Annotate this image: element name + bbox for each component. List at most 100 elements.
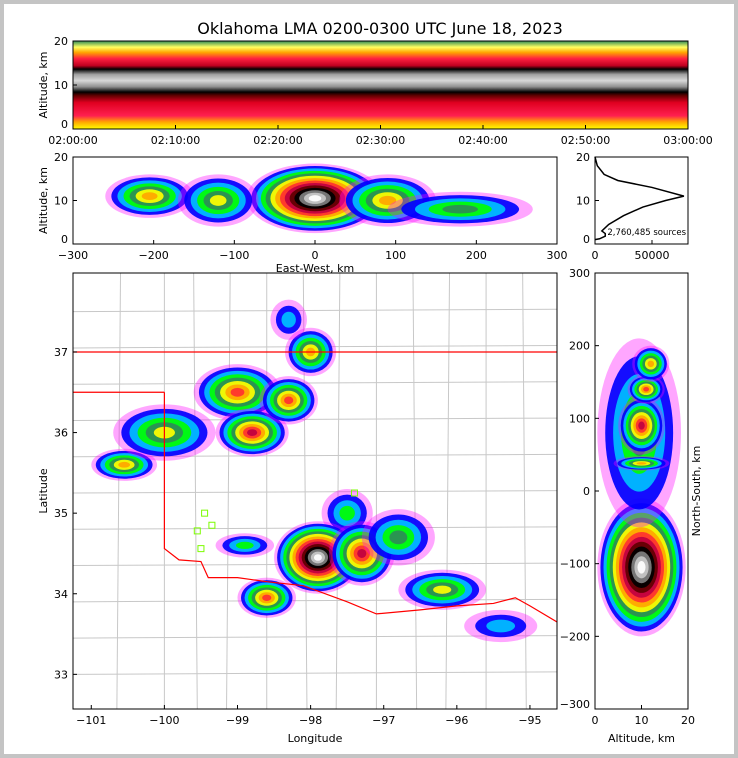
lma-station-marker: [201, 509, 209, 517]
county-line: [73, 671, 557, 675]
lma-station-marker: [193, 527, 201, 535]
county-line: [116, 273, 122, 709]
y-tick-label: 0: [61, 233, 68, 246]
x-tick-label: 300: [547, 249, 568, 262]
density-contour: [442, 204, 479, 214]
figure-canvas: Oklahoma LMA 0200-0300 UTC June 18, 2023…: [37, 19, 713, 745]
y-tick-label: −100: [560, 558, 590, 571]
county-borders: [73, 273, 557, 709]
y-tick-label: 100: [569, 412, 590, 425]
y-tick-label: 10: [54, 79, 68, 92]
density-contour: [389, 530, 408, 545]
x-tick-label: −99: [226, 714, 249, 727]
y-tick-label: −300: [560, 698, 590, 711]
x-tick-label: −96: [445, 714, 468, 727]
x-tick-label: −98: [299, 714, 322, 727]
y-tick-label: 37: [54, 346, 68, 359]
x-tick-label: −100: [219, 249, 249, 262]
county-line: [193, 273, 198, 709]
x-tick-label: −95: [518, 714, 541, 727]
density-contour: [308, 195, 322, 202]
y-axis-label: Altitude, km: [37, 51, 50, 118]
density-contour: [247, 429, 258, 436]
x-axis-label: East-West, km: [276, 262, 354, 275]
density-contour: [339, 505, 355, 521]
x-tick-label: 03:00:00: [663, 134, 712, 147]
county-line: [73, 635, 557, 639]
county-line: [73, 598, 557, 603]
county-line: [73, 381, 557, 385]
density-contour: [284, 396, 294, 405]
density-contour: [313, 554, 322, 561]
red-river-border: [163, 392, 557, 623]
x-tick-label: 10: [635, 714, 649, 727]
x-axis-label: Altitude, km: [608, 732, 675, 745]
y-axis-label: North-South, km: [690, 446, 703, 537]
y-tick-label: 300: [569, 267, 590, 280]
density-contour: [486, 619, 516, 633]
x-tick-label: 200: [466, 249, 487, 262]
y-tick-label: 20: [54, 35, 68, 48]
y-tick-label: 36: [54, 427, 68, 440]
lma-station-marker: [197, 545, 205, 553]
density-contour: [637, 561, 646, 574]
density-contour: [141, 192, 158, 201]
figure-title: Oklahoma LMA 0200-0300 UTC June 18, 2023: [197, 19, 563, 38]
density-contour: [647, 360, 655, 368]
y-tick-label: 20: [576, 151, 590, 164]
x-tick-label: 02:40:00: [458, 134, 507, 147]
density-contour: [230, 387, 245, 397]
x-tick-label: 100: [385, 249, 406, 262]
x-tick-label: 0: [592, 249, 599, 262]
altitude-density-band: [73, 41, 688, 129]
source-count-annotation: 2,760,485 sources: [607, 228, 686, 238]
x-axis-label: Longitude: [288, 732, 343, 745]
state-borders: [73, 351, 557, 623]
density-contour: [357, 548, 367, 558]
y-tick-label: 35: [54, 507, 68, 520]
density-contour: [638, 421, 645, 430]
density-layer: [597, 338, 686, 637]
x-tick-label: −100: [149, 714, 179, 727]
x-tick-label: 02:10:00: [151, 134, 200, 147]
y-axis-label: Altitude, km: [37, 167, 50, 234]
y-tick-label: −200: [560, 630, 590, 643]
density-layer: [91, 299, 538, 643]
x-tick-label: 20: [681, 714, 695, 727]
density-contour: [433, 585, 452, 594]
density-contour: [281, 311, 296, 328]
y-tick-label: 10: [576, 195, 590, 208]
y-tick-label: 200: [569, 340, 590, 353]
y-tick-label: 20: [54, 151, 68, 164]
y-axis-label: Latitude: [37, 468, 50, 514]
x-tick-label: 02:50:00: [561, 134, 610, 147]
density-layer: [105, 163, 533, 234]
axes-frame: [72, 272, 558, 710]
x-tick-label: −101: [76, 714, 106, 727]
density-contour: [235, 541, 254, 550]
lma-station-marker: [350, 489, 358, 497]
density-contour: [636, 462, 647, 465]
county-line: [73, 453, 557, 458]
density-contour: [118, 461, 131, 468]
y-tick-label: 0: [583, 485, 590, 498]
y-tick-label: 0: [61, 118, 68, 131]
density-contour: [378, 195, 397, 206]
density-contour: [262, 594, 272, 601]
y-tick-label: 10: [54, 195, 68, 208]
x-tick-label: −97: [372, 714, 395, 727]
x-tick-label: −300: [58, 249, 88, 262]
x-tick-label: 0: [592, 714, 599, 727]
x-tick-label: 02:30:00: [356, 134, 405, 147]
x-tick-label: 02:20:00: [253, 134, 302, 147]
x-tick-label: 0: [312, 249, 319, 262]
county-line: [226, 273, 231, 709]
county-line: [73, 490, 557, 494]
lma-station-marker: [208, 521, 216, 529]
y-tick-label: 34: [54, 588, 68, 601]
density-contour: [643, 386, 650, 392]
y-tick-label: 33: [54, 668, 68, 681]
x-tick-label: 02:00:00: [48, 134, 97, 147]
y-tick-label: 0: [583, 233, 590, 246]
